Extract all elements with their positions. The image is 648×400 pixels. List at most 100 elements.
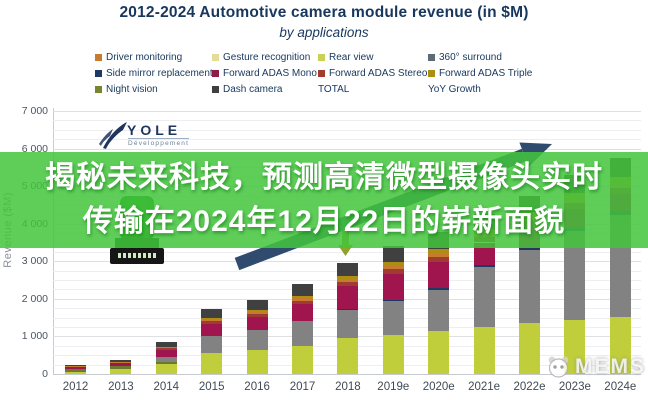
bar-segment xyxy=(382,301,404,335)
bar-segment xyxy=(201,321,223,324)
bar-segment xyxy=(519,250,540,324)
bar-segment xyxy=(428,256,450,263)
yole-logo: YOLE Développement xyxy=(97,118,190,154)
legend-label: YoY Growth xyxy=(428,83,481,95)
camera-pcb-label xyxy=(118,253,156,258)
x-tick-label: 2020e xyxy=(422,381,455,393)
bar-segment xyxy=(110,363,132,367)
bar-segment xyxy=(246,316,268,331)
bar-segment xyxy=(473,242,495,266)
panda-logo-icon xyxy=(548,356,569,378)
bar-segment xyxy=(246,349,268,374)
chart-title: 2012-2024 Automotive camera module reven… xyxy=(119,4,529,21)
bar-segment xyxy=(110,362,132,364)
legend-item: Driver monitoring xyxy=(95,50,182,64)
bar-segment xyxy=(473,265,495,267)
bar-segment xyxy=(201,309,223,319)
x-tick-label: 2012 xyxy=(62,381,89,393)
y-tick-label: 2 000 xyxy=(21,292,48,305)
y-tick-label: 7 000 xyxy=(21,105,48,117)
legend-swatch xyxy=(428,69,435,77)
bar-segment xyxy=(382,299,404,302)
legend-item: TOTAL xyxy=(318,82,349,96)
legend-swatch xyxy=(95,85,102,93)
bar-segment xyxy=(609,316,631,374)
bar-segment xyxy=(65,369,86,372)
bar-segment xyxy=(337,309,359,311)
bar-segment xyxy=(382,262,404,266)
y-tick-label: 3 000 xyxy=(21,255,48,268)
legend-item: Dash camera xyxy=(212,82,282,96)
bar-segment xyxy=(337,276,359,279)
legend-item: Forward ADAS Triple xyxy=(428,66,532,80)
legend-item: Forward ADAS Mono xyxy=(212,66,317,80)
bar-segment xyxy=(337,310,359,338)
bar-segment xyxy=(155,349,177,358)
x-axis-line xyxy=(53,374,641,375)
gridline xyxy=(53,111,641,112)
x-tick-label: 2015 xyxy=(198,381,225,393)
bar-segment xyxy=(110,366,132,370)
yole-logo-subtext: Développement xyxy=(128,138,190,147)
bar-segment xyxy=(65,371,86,374)
gridline xyxy=(53,261,641,263)
bar-segment xyxy=(473,326,495,374)
bar-segment xyxy=(337,263,359,277)
gridline xyxy=(53,120,641,122)
bar-segment xyxy=(382,334,404,374)
x-tick-label: 2024e xyxy=(604,381,637,393)
bar-segment xyxy=(201,323,223,337)
bar-segment xyxy=(382,273,404,300)
mems-watermark: MEMS xyxy=(546,355,646,379)
x-tick-label: 2017 xyxy=(289,381,316,393)
bar-segment xyxy=(246,330,268,350)
gridline xyxy=(53,129,641,131)
y-tick-label: 1 000 xyxy=(21,330,48,343)
bar-segment xyxy=(155,364,177,374)
legend-item: Rear view xyxy=(318,50,373,64)
bar-segment xyxy=(110,359,132,363)
legend-swatch xyxy=(428,53,435,61)
bar-segment xyxy=(292,301,313,305)
legend-swatch xyxy=(212,53,219,61)
bar-segment xyxy=(428,252,450,257)
x-tick-label: 2016 xyxy=(244,381,270,393)
legend-item: Forward ADAS Stereo xyxy=(318,66,427,80)
x-tick-label: 2021e xyxy=(468,381,501,393)
bar-segment xyxy=(292,346,313,374)
overlay-banner: 揭秘未来科技，预测高清微型摄像头实时 传输在2024年12月22日的崭新面貌 xyxy=(0,152,648,248)
bar-segment xyxy=(428,331,450,374)
legend-label: Side mirror replacement xyxy=(106,67,213,79)
bar-segment xyxy=(337,286,359,310)
bar-segment xyxy=(155,348,177,350)
legend-item: YoY Growth xyxy=(428,82,481,96)
x-tick-label: 2013 xyxy=(108,381,134,393)
bar-segment xyxy=(428,289,450,332)
bar-segment xyxy=(246,311,268,315)
legend-label: TOTAL xyxy=(318,83,350,95)
bar-segment xyxy=(564,231,586,320)
bar-segment xyxy=(201,319,223,322)
x-tick-label: 2022e xyxy=(513,381,546,393)
bar-segment xyxy=(201,318,223,320)
legend-label: Dash camera xyxy=(223,83,283,95)
bar-segment xyxy=(155,361,177,365)
legend-label: Forward ADAS Mono xyxy=(223,67,317,79)
bar-segment xyxy=(473,266,495,327)
banner-headline-line2: 传输在2024年12月22日的崭新面貌 xyxy=(82,205,566,238)
watermark-label: MEMS xyxy=(575,355,646,378)
bar-segment xyxy=(428,249,450,253)
bar-segment xyxy=(428,262,450,289)
bar-segment xyxy=(155,342,177,347)
bar-segment xyxy=(292,283,313,296)
bar-segment xyxy=(292,304,313,322)
bar-segment xyxy=(155,346,177,349)
chart-legend: Driver monitoring Gesture recognition Rear… xyxy=(0,49,648,97)
bar-segment xyxy=(65,364,86,367)
gridline xyxy=(53,148,641,150)
bar-segment xyxy=(382,269,404,274)
x-tick-label: 2019e xyxy=(377,381,410,393)
x-tick-label: 2014 xyxy=(153,381,180,393)
x-tick-label: 2018 xyxy=(335,381,361,393)
